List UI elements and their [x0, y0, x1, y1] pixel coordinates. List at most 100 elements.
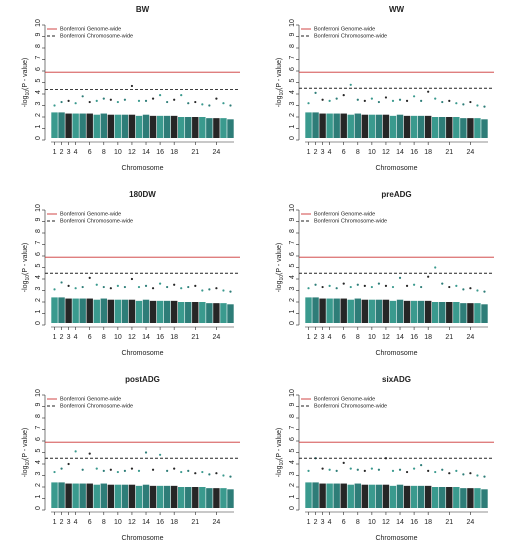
snp-cloud [467, 488, 474, 508]
snp-cloud [410, 115, 418, 138]
panel-title: postADG [125, 375, 160, 384]
y-tick-label: 4 [289, 275, 296, 279]
snp-peak [483, 290, 486, 293]
snp-peak [391, 99, 395, 102]
snp-cloud [347, 484, 354, 508]
snp-peak [222, 289, 225, 292]
x-tick-label: 6 [342, 334, 346, 341]
x-tick-label: 3 [67, 149, 71, 156]
legend-label: Bonferroni Genome-wide [60, 26, 121, 32]
snp-cloud [403, 300, 411, 323]
y-tick-label: 3 [289, 101, 296, 105]
snp-peak [67, 462, 70, 466]
x-tick-label: 24 [213, 149, 221, 156]
snp-peak [370, 97, 373, 100]
snp-cloud [121, 484, 129, 508]
x-tick-label: 6 [342, 519, 346, 526]
snp-peak [88, 452, 91, 455]
y-tick-label: 7 [289, 425, 296, 429]
snp-cloud [382, 484, 390, 508]
x-tick-label: 18 [424, 334, 432, 341]
snp-cloud [474, 488, 481, 508]
y-tick-label: 9 [289, 217, 296, 221]
x-tick-label: 21 [191, 149, 199, 156]
snp-peak [321, 467, 324, 470]
snp-cloud [326, 483, 333, 508]
snp-cloud [403, 485, 411, 508]
y-tick-label: 6 [35, 252, 42, 256]
snp-peak [328, 99, 331, 102]
snp-cloud [128, 484, 136, 508]
y-axis-label-part: -log [276, 280, 283, 292]
legend-label: Bonferroni Chromosome-wide [60, 33, 133, 39]
snp-peak [187, 469, 190, 472]
snp-cloud [135, 485, 143, 508]
x-tick-label: 24 [467, 334, 475, 341]
snp-peak [370, 467, 373, 470]
x-tick-label: 8 [102, 149, 106, 156]
snp-cloud [100, 298, 108, 323]
snp-cloud [142, 114, 150, 138]
y-axis-label: -log10(P - value) [22, 243, 31, 292]
snp-cloud [431, 117, 439, 138]
snp-peak [102, 97, 105, 100]
y-tick-label: 3 [35, 101, 42, 105]
x-tick-label: 4 [328, 519, 332, 526]
snp-cloud [354, 483, 362, 508]
snp-peak [420, 285, 423, 289]
y-tick-label: 6 [289, 252, 296, 256]
snp-cloud [305, 482, 312, 508]
snp-peak [173, 283, 176, 286]
y-tick-label: 8 [289, 44, 296, 48]
x-tick-label: 3 [67, 334, 71, 341]
snp-peak [335, 287, 338, 290]
snp-peak [88, 100, 91, 104]
y-tick-label: 10 [289, 204, 296, 212]
snp-cloud [114, 484, 122, 508]
snp-peak [109, 468, 112, 471]
y-tick-label: 1 [289, 124, 296, 128]
snp-peak [328, 284, 331, 287]
snp-cloud [460, 488, 467, 508]
snp-cloud [361, 299, 369, 323]
snp-cloud [93, 484, 100, 508]
snp-cloud [86, 483, 93, 508]
legend-label: Bonferroni Genome-wide [60, 396, 121, 402]
x-tick-label: 4 [74, 519, 78, 526]
y-axis-label-part: 10 [279, 90, 285, 96]
x-tick-label: 24 [213, 334, 221, 341]
x-tick-label: 4 [328, 334, 332, 341]
snp-cloud [206, 118, 213, 138]
snp-cloud [319, 113, 326, 138]
y-tick-label: 10 [35, 389, 42, 397]
x-axis-label: Chromosome [375, 350, 417, 357]
snp-peak [476, 289, 479, 292]
x-tick-label: 4 [74, 149, 78, 156]
snp-peak [307, 469, 310, 472]
y-tick-label: 2 [35, 483, 42, 487]
snp-cloud [121, 299, 129, 323]
x-tick-label: 18 [424, 519, 432, 526]
snp-peak [335, 97, 338, 100]
snp-peak [363, 99, 366, 102]
snp-peak [130, 467, 134, 470]
snp-peak [173, 467, 176, 470]
snp-peak [229, 290, 232, 293]
y-axis-label-part: -log [22, 280, 29, 292]
y-tick-label: 5 [289, 263, 296, 267]
snp-peak [370, 285, 373, 289]
snp-peak [427, 275, 430, 278]
snp-cloud [149, 115, 157, 138]
y-axis-label-part: -log [22, 95, 29, 107]
snp-peak [208, 288, 211, 291]
x-tick-label: 1 [307, 519, 311, 526]
legend-label: Bonferroni Genome-wide [60, 211, 121, 217]
snp-cloud [417, 485, 425, 508]
snp-cloud [51, 112, 58, 138]
snp-peak [102, 285, 105, 289]
snp-cloud [177, 487, 185, 508]
snp-cloud [156, 115, 164, 138]
snp-cloud [361, 484, 369, 508]
